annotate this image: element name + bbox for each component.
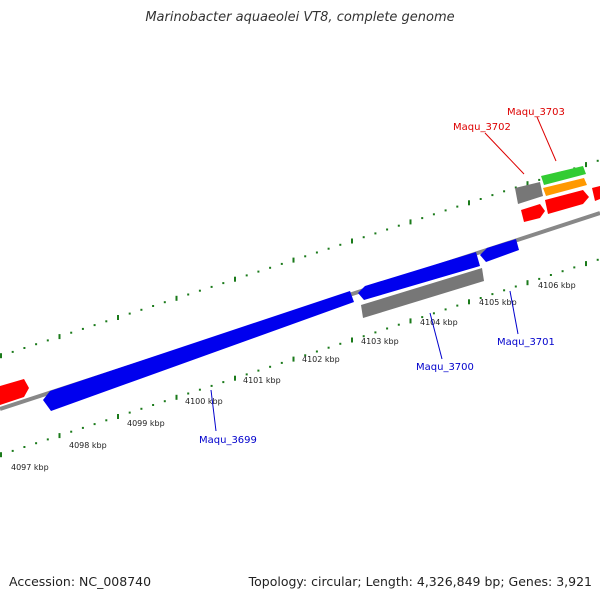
gene-feature-reverse-left[interactable] xyxy=(0,379,29,405)
gene-feature-maqu-3703-orange[interactable] xyxy=(543,178,587,196)
gene-feature-maqu-3699[interactable] xyxy=(43,291,354,411)
gene-feature-reverse-edge[interactable] xyxy=(592,186,600,201)
gene-label-maqu-3701[interactable]: Maqu_3701 xyxy=(497,337,555,348)
tick-label-4103: 4103 kbp xyxy=(361,337,399,346)
gene-labels: Maqu_3699 Maqu_3700 Maqu_3701 Maqu_3702 … xyxy=(199,107,565,446)
tick-label-4098: 4098 kbp xyxy=(69,441,107,450)
page-title: Marinobacter aquaeolei VT8, complete gen… xyxy=(145,10,455,25)
gene-feature-pseudogene[interactable] xyxy=(361,268,484,318)
gene-label-maqu-3703[interactable]: Maqu_3703 xyxy=(507,107,565,118)
tick-label-4097: 4097 kbp xyxy=(11,463,49,472)
tick-label-4105: 4105 kbp xyxy=(479,298,517,307)
gene-feature-maqu-3702[interactable] xyxy=(515,182,543,204)
gene-label-maqu-3700[interactable]: Maqu_3700 xyxy=(416,362,474,373)
gene-label-leaders xyxy=(210,116,557,432)
gene-label-maqu-3699[interactable]: Maqu_3699 xyxy=(199,435,257,446)
tick-label-4100: 4100 kbp xyxy=(185,397,223,406)
leader-maqu-3699 xyxy=(210,389,217,432)
leader-maqu-3702 xyxy=(484,132,525,175)
inner-ruler xyxy=(0,258,599,458)
gene-feature-maqu-3701[interactable] xyxy=(480,239,519,262)
tick-label-4101: 4101 kbp xyxy=(243,376,281,385)
outer-ruler xyxy=(0,159,599,359)
gene-label-maqu-3702[interactable]: Maqu_3702 xyxy=(453,122,511,133)
leader-maqu-3701 xyxy=(509,290,519,335)
tick-label-4104: 4104 kbp xyxy=(420,318,458,327)
gene-feature-reverse-3702-adjacent[interactable] xyxy=(521,204,545,222)
gene-feature-reverse-large[interactable] xyxy=(545,190,589,214)
leader-maqu-3700 xyxy=(429,312,443,360)
ruler-tick-labels: 4097 kbp 4098 kbp 4099 kbp 4100 kbp 4101… xyxy=(11,281,576,472)
leader-maqu-3703 xyxy=(536,116,557,162)
tick-label-4102: 4102 kbp xyxy=(302,355,340,364)
genome-stats-text: Topology: circular; Length: 4,326,849 bp… xyxy=(248,574,592,589)
tick-label-4099: 4099 kbp xyxy=(127,419,165,428)
gene-feature-maqu-3703-green[interactable] xyxy=(541,166,586,185)
gene-feature-maqu-3700[interactable] xyxy=(358,252,480,300)
tick-label-4106: 4106 kbp xyxy=(538,281,576,290)
accession-text: Accession: NC_008740 xyxy=(9,574,152,589)
